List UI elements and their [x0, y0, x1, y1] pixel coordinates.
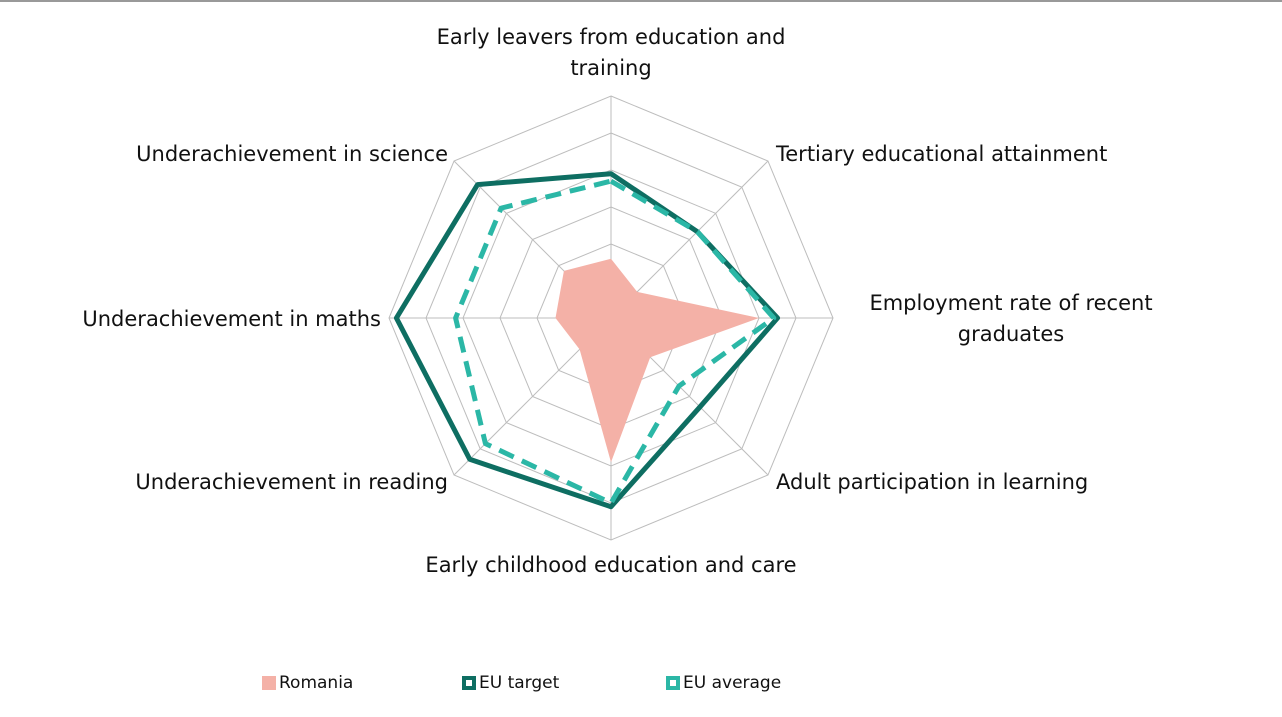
legend-label: EU average [683, 673, 782, 693]
legend-swatch [262, 676, 276, 690]
legend-swatch [666, 676, 680, 690]
legend-label: Romania [279, 673, 354, 693]
axis-label: Tertiary educational attainment [776, 142, 1108, 166]
axis-label: Employment rate of recent graduates [869, 291, 1153, 346]
axis-label: Early childhood education and care [425, 553, 797, 577]
axis-label: Underachievement in science [136, 142, 448, 166]
legend-item: EU target [462, 673, 559, 693]
axis-label: Underachievement in maths [82, 307, 381, 331]
legend-item: Romania [262, 673, 353, 693]
legend-swatch [462, 676, 476, 690]
legend-label: EU target [479, 673, 560, 693]
axis-label: Adult participation in learning [776, 470, 1089, 494]
axis-label: Early leavers from education and trainin… [436, 25, 786, 80]
series-shape [555, 258, 759, 463]
legend-item: EU average [666, 673, 781, 693]
series-shape [453, 178, 777, 506]
axis-label: Underachievement in reading [135, 470, 448, 494]
